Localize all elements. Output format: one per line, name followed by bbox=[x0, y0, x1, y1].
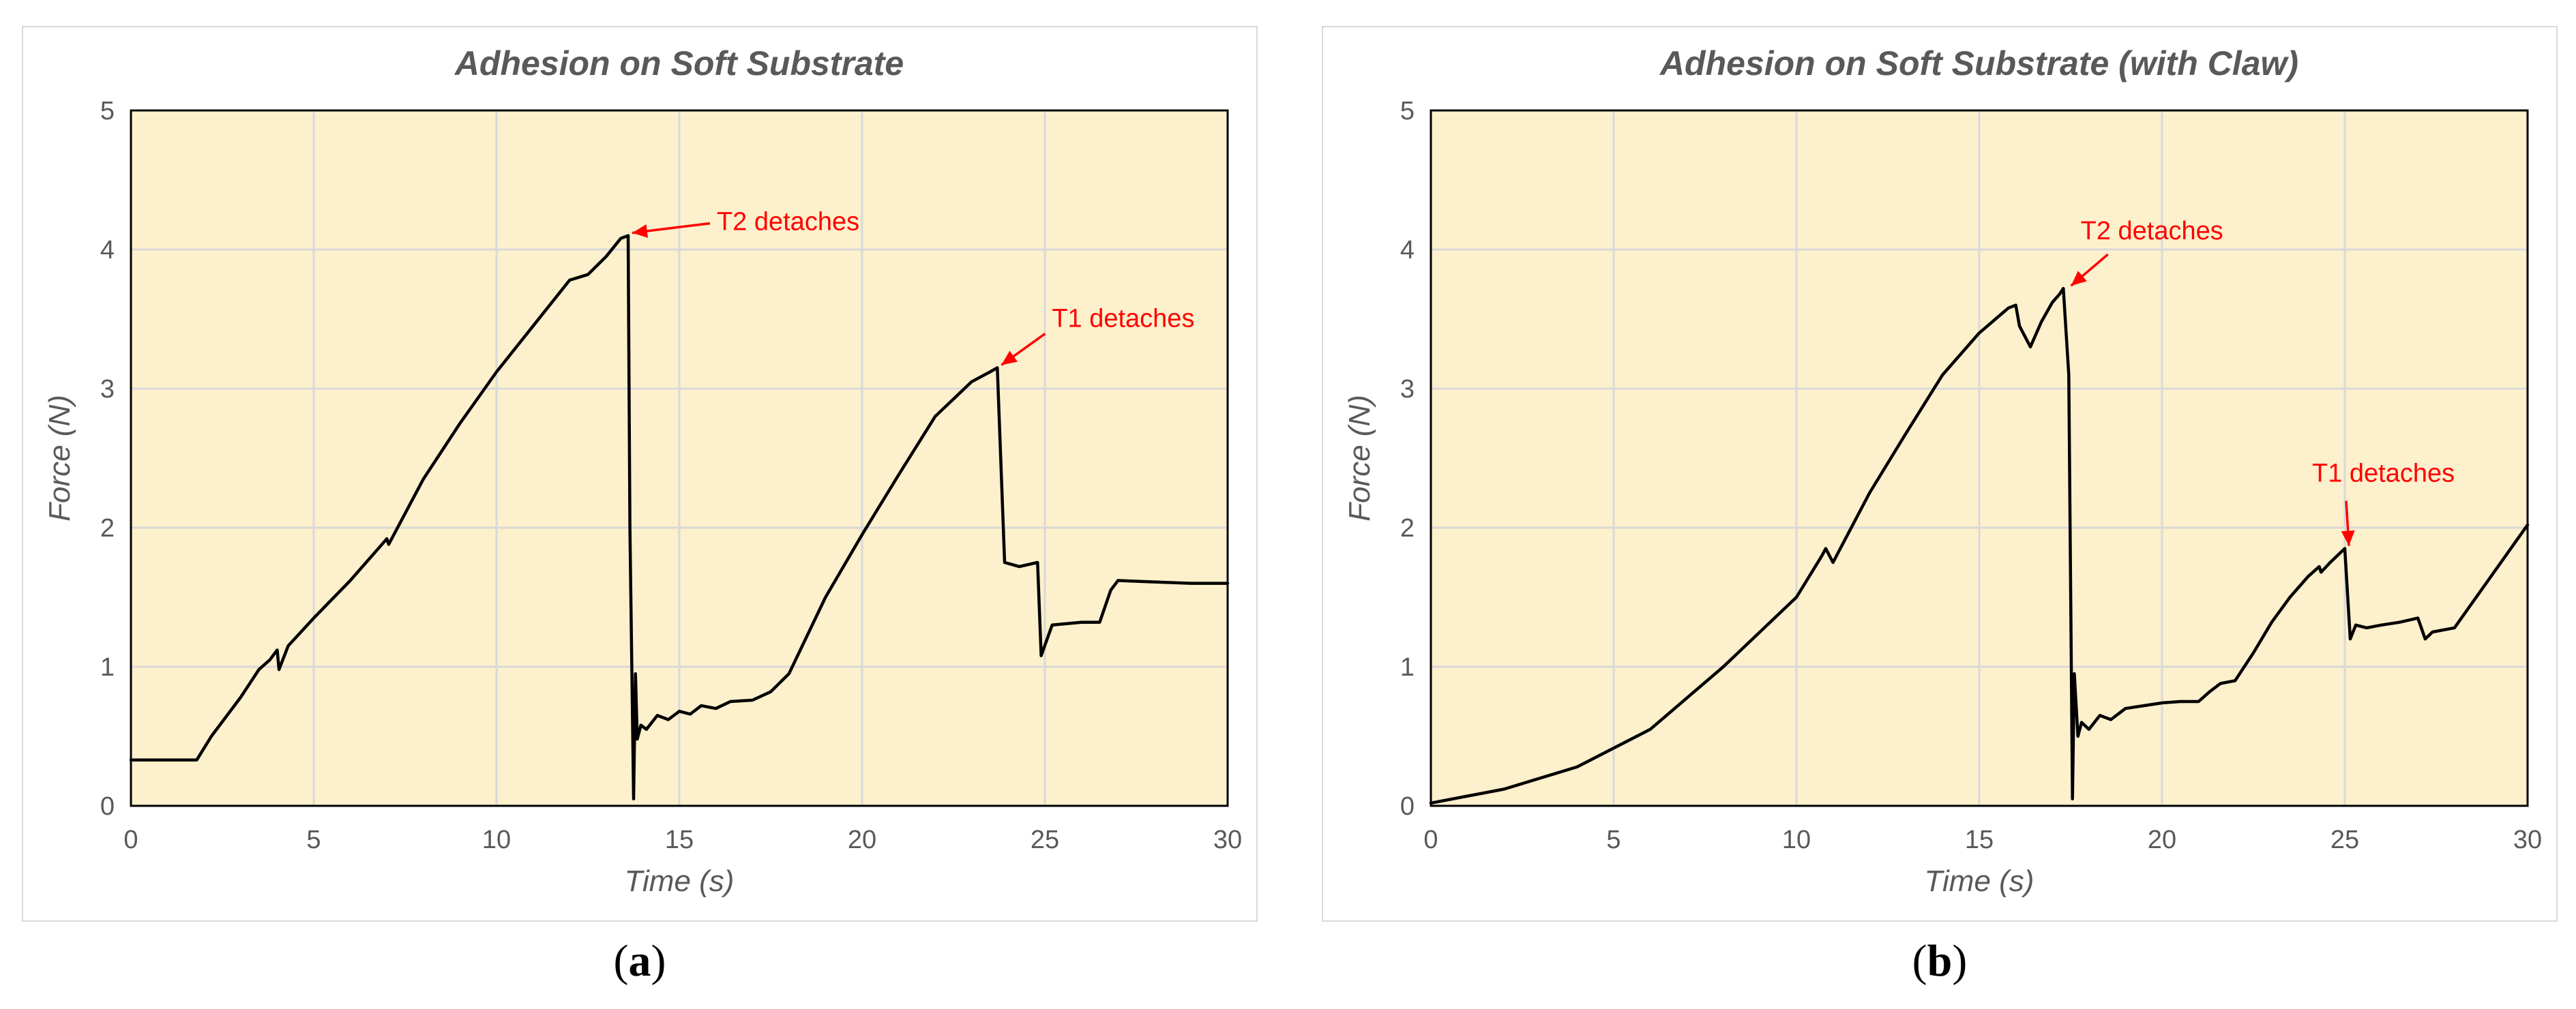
annotation-label: T1 detaches bbox=[2312, 460, 2455, 488]
caption-a-close: ) bbox=[651, 936, 666, 986]
y-tick-label: 5 bbox=[100, 97, 115, 125]
force-series-line bbox=[1429, 286, 2530, 805]
chart-panel-a: 0 5 10 15 20 25 30 0 1 2 3 4 5 Adhesion on Soft Subst… bbox=[22, 26, 1258, 922]
y-tick-label: 1 bbox=[1400, 653, 1415, 682]
chart-a-svg: 0 5 10 15 20 25 30 0 1 2 3 4 5 Adhesion on Soft Subst… bbox=[43, 44, 1242, 898]
chart-panel-b: 0 5 10 15 20 25 30 0 1 2 3 4 5 Adhesion on Soft Subst… bbox=[1322, 26, 2558, 922]
x-tick-label: 5 bbox=[306, 826, 321, 854]
annotation-arrowhead bbox=[2071, 271, 2087, 286]
y-tick-label: 4 bbox=[100, 236, 115, 265]
x-axis-label: Time (s) bbox=[625, 864, 735, 898]
x-tick-label: 30 bbox=[2513, 826, 2542, 854]
y-tick-label: 0 bbox=[1400, 792, 1415, 821]
annotation-arrowhead bbox=[2341, 530, 2355, 546]
plot-frame bbox=[130, 109, 1229, 807]
y-tick-label: 1 bbox=[100, 653, 115, 682]
x-tick-label: 20 bbox=[2148, 826, 2176, 854]
chart-title: Adhesion on Soft Substrate bbox=[454, 44, 904, 82]
chart-b-svg: 0 5 10 15 20 25 30 0 1 2 3 4 5 Adhesion on Soft Subst… bbox=[1343, 44, 2542, 898]
annotation-arrowhead bbox=[632, 224, 649, 238]
caption-a: (a) bbox=[22, 935, 1258, 987]
x-tick-label: 30 bbox=[1213, 826, 1242, 854]
y-tick-label: 5 bbox=[1400, 97, 1415, 125]
y-tick-label: 2 bbox=[1400, 514, 1415, 543]
y-tick-label: 0 bbox=[100, 792, 115, 821]
annotation-arrowhead bbox=[1001, 350, 1018, 365]
x-tick-label: 25 bbox=[1031, 826, 1059, 854]
plot-frame bbox=[1430, 109, 2529, 807]
y-tick-label: 3 bbox=[100, 375, 115, 404]
x-tick-label: 20 bbox=[848, 826, 876, 854]
y-tick-label: 4 bbox=[1400, 236, 1415, 265]
caption-a-letter: a bbox=[628, 936, 651, 986]
x-tick-label: 5 bbox=[1606, 826, 1620, 854]
caption-a-open: ( bbox=[613, 936, 629, 986]
x-tick-label: 10 bbox=[1782, 826, 1811, 854]
y-axis-label: Force (N) bbox=[1343, 395, 1376, 522]
caption-b: (b) bbox=[1322, 935, 2558, 987]
x-tick-label: 10 bbox=[482, 826, 511, 854]
caption-b-open: ( bbox=[1912, 936, 1927, 986]
caption-b-letter: b bbox=[1927, 936, 1953, 986]
x-tick-label: 15 bbox=[665, 826, 694, 854]
x-tick-label: 0 bbox=[123, 826, 138, 854]
annotation-label: T2 detaches bbox=[717, 208, 859, 237]
x-tick-label: 25 bbox=[2330, 826, 2359, 854]
y-tick-label: 3 bbox=[1400, 375, 1415, 404]
annotation-label: T2 detaches bbox=[2081, 217, 2223, 245]
y-tick-label: 2 bbox=[100, 514, 115, 543]
x-axis-label: Time (s) bbox=[1925, 864, 2034, 898]
x-tick-label: 15 bbox=[1965, 826, 1994, 854]
force-series-line bbox=[129, 234, 1230, 801]
x-tick-label: 0 bbox=[1423, 826, 1438, 854]
chart-title: Adhesion on Soft Substrate (with Claw) bbox=[1659, 44, 2298, 82]
y-axis-label: Force (N) bbox=[43, 395, 76, 522]
annotation-label: T1 detaches bbox=[1052, 304, 1194, 333]
caption-b-close: ) bbox=[1952, 936, 1968, 986]
